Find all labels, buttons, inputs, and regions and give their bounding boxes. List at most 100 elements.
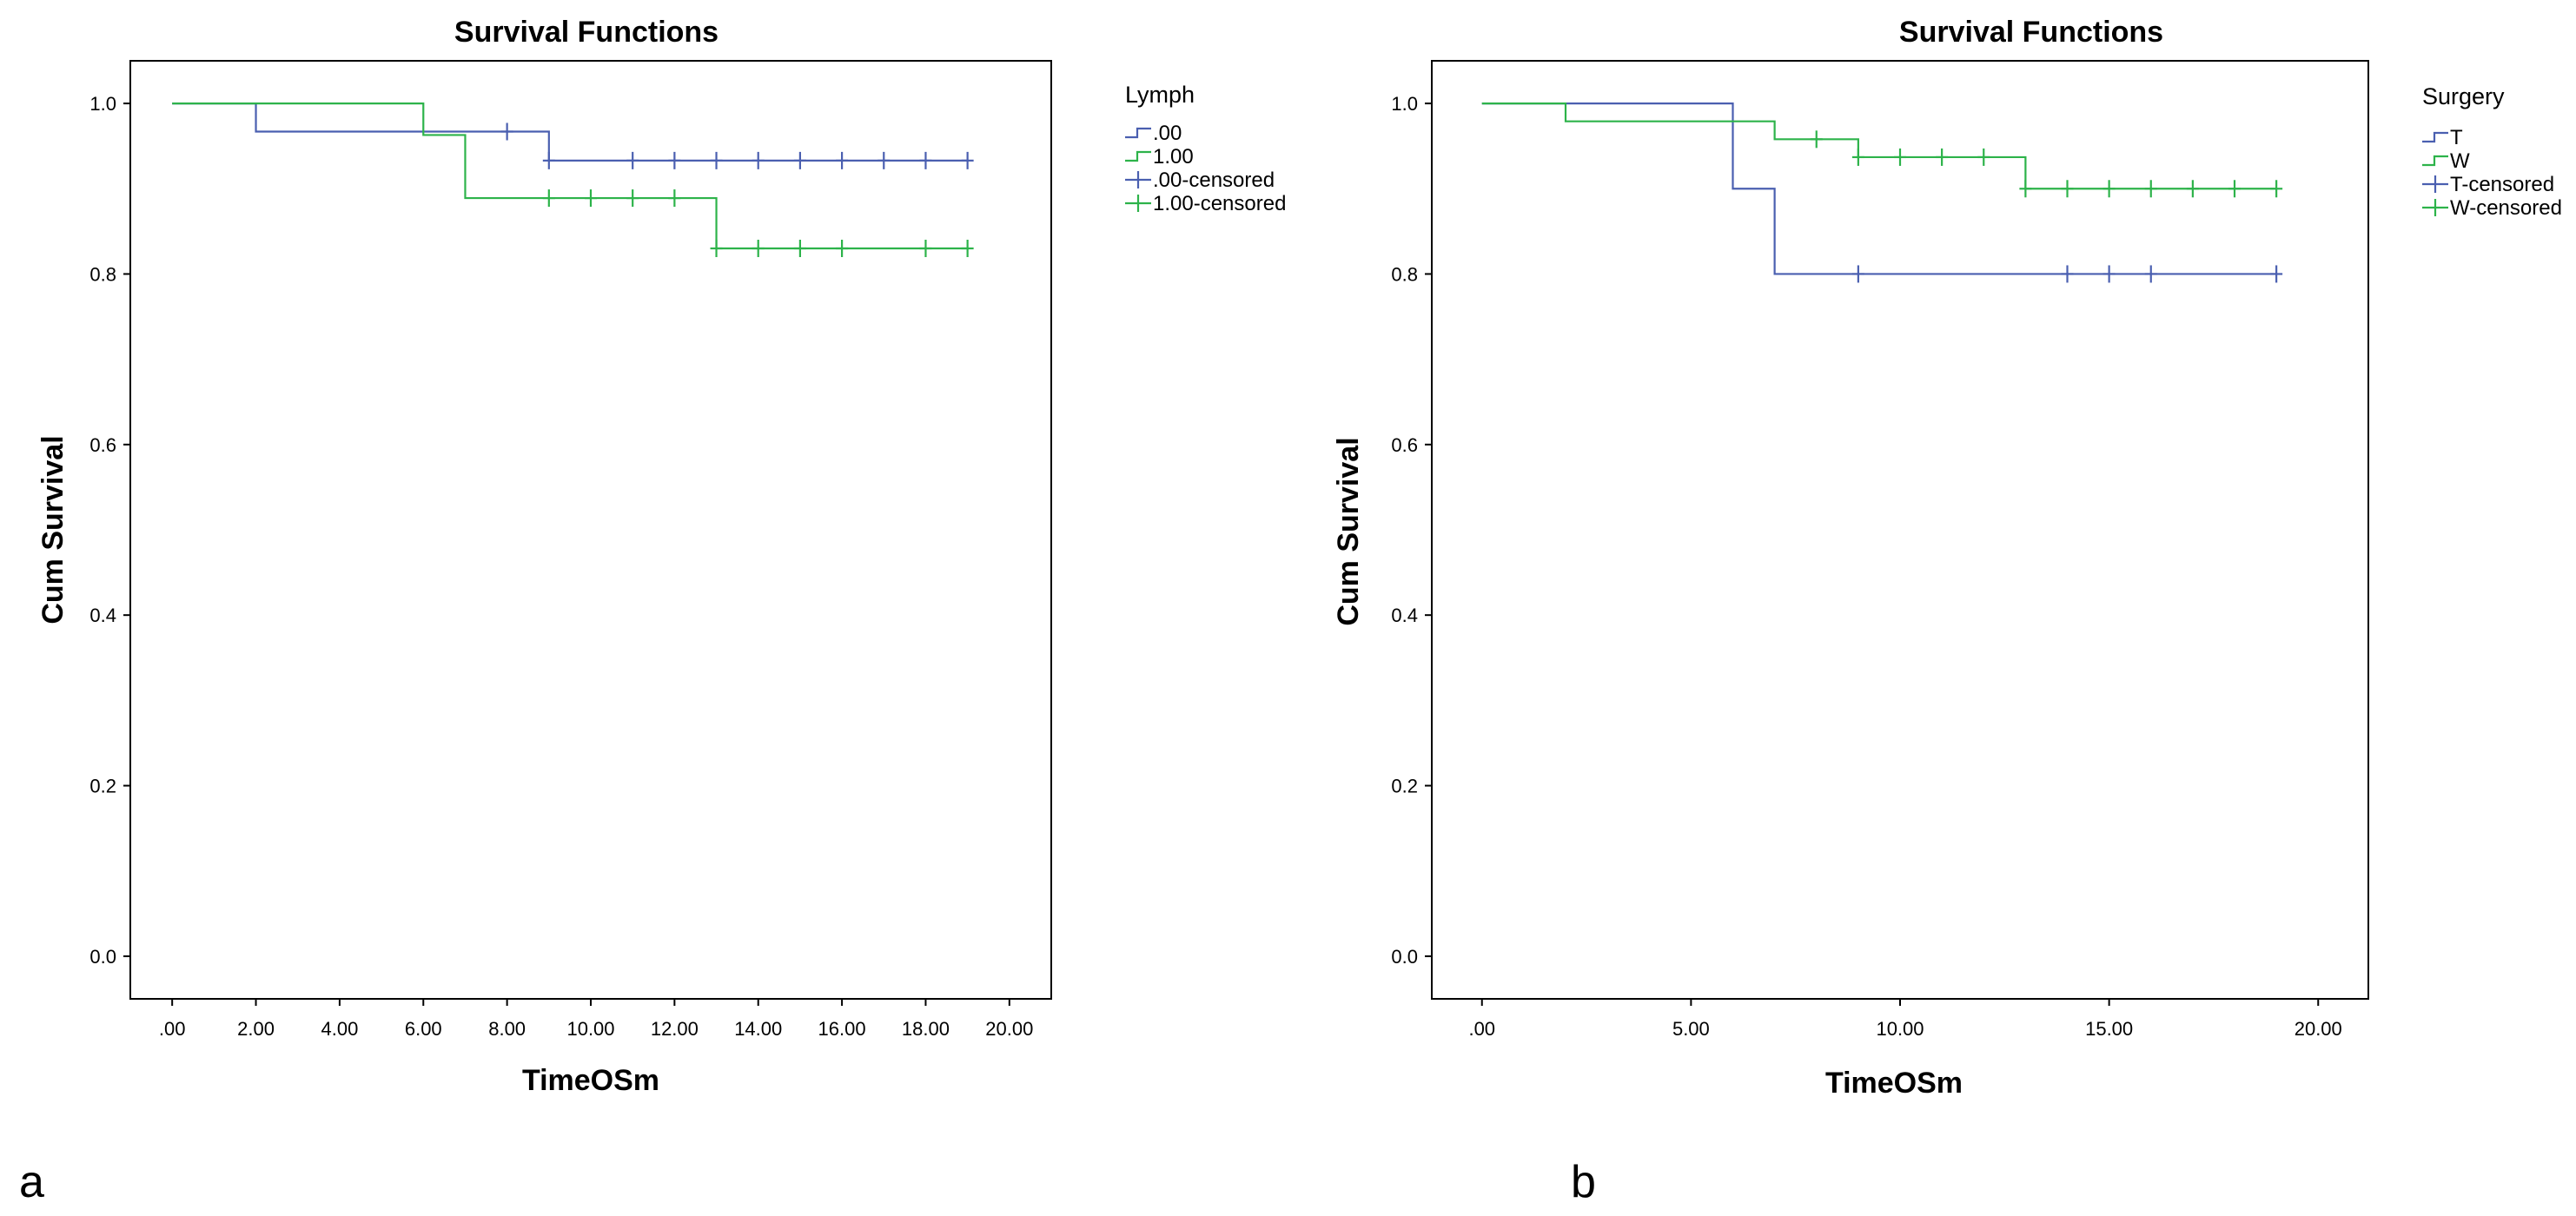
chart-a-legend-label: 1.00 [1153, 145, 1194, 169]
chart-b-legend-label: T [2450, 126, 2463, 149]
chart-a-x-tick-label: 14.00 [734, 1018, 782, 1040]
panel-label-b: b [1571, 1157, 1596, 1207]
chart-a-x-tick-label: 4.00 [321, 1018, 358, 1040]
chart-b-censor-mark-1 [1810, 130, 1823, 149]
chart-a-censor-mark-0 [836, 151, 849, 169]
chart-a-y-ticks: 0.0 0.2 0.4 0.6 0.8 1.0 [89, 93, 130, 968]
chart-b-x-tick-label: 15.00 [2085, 1018, 2133, 1040]
chart-b-censor-mark-1 [1936, 148, 1949, 166]
chart-a-series-line-0 [172, 102, 968, 162]
chart-b-frame [1431, 60, 2369, 1000]
chart-a-x-tick-label: 8.00 [488, 1018, 526, 1040]
chart-b-censor-mark-1 [2186, 180, 2199, 198]
chart-b-legend-item: W [2422, 149, 2470, 173]
chart-a-series-line-1 [172, 102, 968, 250]
chart-b-y-tick-label: 0.4 [1391, 605, 1418, 626]
chart-a-y-tick-label: 0.6 [89, 434, 116, 456]
chart-a-censor-mark-0 [626, 151, 639, 169]
chart-a-censor-mark-1 [585, 189, 597, 208]
chart-a-censor-mark-0 [668, 151, 681, 169]
chart-b-y-ticks: 0.0 0.2 0.4 0.6 0.8 1.0 [1391, 93, 1432, 968]
chart-b-censor-mark-0 [2144, 265, 2157, 283]
chart-b-censor-mark-1 [2061, 180, 2074, 198]
chart-b-x-tick-label: 10.00 [1876, 1018, 1924, 1040]
chart-a-y-tick-label: 0.8 [89, 263, 116, 285]
chart-a-censor-mark-0 [961, 151, 974, 169]
chart-a-x-axis-label: TimeOSm [522, 1064, 659, 1097]
chart-a-censor-mark-1 [626, 189, 639, 208]
chart-a-series [172, 102, 974, 257]
chart-a-y-tick-label: 1.0 [89, 93, 116, 115]
chart-b-legend-item: T-censored [2422, 173, 2554, 196]
chart-a-censor-mark-1 [668, 189, 681, 208]
chart-a-censor-mark-0 [919, 151, 932, 169]
chart-b-legend-title: Surgery [2422, 83, 2505, 109]
panel-label-a: a [19, 1157, 44, 1207]
chart-b-censor-mark-1 [2228, 180, 2241, 198]
chart-a-x-tick-label: 12.00 [651, 1018, 699, 1040]
chart-b-y-tick-label: 0.2 [1391, 776, 1418, 797]
chart-a-legend-label: .00 [1153, 122, 1182, 145]
chart-a-legend-item: .00-censored [1125, 169, 1275, 192]
chart-a-x-tick-label: .00 [159, 1018, 186, 1040]
chart-b-y-tick-label: 0.8 [1391, 263, 1418, 285]
chart-b-censor-mark-0 [2270, 265, 2283, 283]
chart-b-x-tick-label: 20.00 [2295, 1018, 2342, 1040]
chart-b-legend-label: W [2450, 149, 2470, 173]
chart-b-y-tick-label: 0.6 [1391, 434, 1418, 456]
chart-b-censor-mark-1 [2270, 180, 2283, 198]
chart-b-legend-label: T-censored [2450, 173, 2554, 196]
chart-b-legend-item: W-censored [2422, 196, 2562, 220]
chart-b: Survival Functions 0.0 0.2 0.4 0.6 0.8 1.0 .0… [1332, 16, 2562, 1100]
chart-a-censor-mark-0 [877, 151, 891, 169]
chart-a-legend-title: Lymph [1125, 82, 1195, 108]
chart-b-x-axis-label: TimeOSm [1825, 1067, 1963, 1100]
chart-a-x-tick-label: 16.00 [818, 1018, 866, 1040]
chart-b-y-axis-label: Cum Survival [1332, 437, 1365, 625]
chart-a-y-tick-label: 0.2 [89, 776, 116, 797]
chart-b-x-tick-label: .00 [1468, 1018, 1495, 1040]
chart-b-censor-mark-0 [2061, 265, 2074, 283]
chart-a-legend-label: 1.00-censored [1153, 192, 1286, 215]
chart-a: Survival Functions 0.0 0.2 0.4 0.6 0.8 1.0 .0… [36, 16, 1286, 1097]
chart-b-title: Survival Functions [1899, 16, 2163, 49]
chart-b-censor-mark-1 [1851, 148, 1864, 166]
chart-a-censor-mark-1 [542, 189, 555, 208]
chart-a-x-tick-label: 20.00 [985, 1018, 1033, 1040]
chart-a-censor-mark-1 [710, 240, 723, 257]
chart-b-legend-item: T [2422, 126, 2463, 149]
chart-a-censor-mark-1 [836, 240, 849, 257]
chart-a-legend-item: 1.00 [1125, 145, 1194, 169]
chart-b-censor-mark-1 [1894, 148, 1906, 166]
chart-a-censor-mark-1 [961, 240, 974, 257]
chart-a-censor-mark-0 [500, 122, 513, 141]
chart-b-censor-mark-1 [2144, 180, 2157, 198]
chart-b-legend-label: W-censored [2450, 196, 2562, 220]
chart-b-censor-mark-1 [2103, 180, 2116, 198]
chart-a-legend-item: .00 [1125, 122, 1182, 145]
chart-a-x-ticks: .00 2.00 4.00 6.00 8.00 10.00 12.00 14.00 16.00 1… [159, 999, 1033, 1040]
chart-a-censor-mark-0 [710, 151, 723, 169]
chart-a-censor-mark-0 [542, 151, 555, 169]
chart-b-censor-mark-0 [2103, 265, 2116, 283]
chart-a-censor-mark-1 [752, 240, 765, 257]
chart-a-x-tick-label: 6.00 [405, 1018, 442, 1040]
chart-b-censor-mark-1 [1977, 148, 1990, 166]
chart-b-series-line-1 [1481, 102, 2277, 190]
chart-a-censor-mark-1 [793, 240, 806, 257]
chart-a-x-tick-label: 2.00 [237, 1018, 275, 1040]
chart-b-x-tick-label: 5.00 [1672, 1018, 1710, 1040]
chart-a-legend-label: .00-censored [1153, 169, 1275, 192]
chart-a-censor-mark-1 [919, 240, 932, 257]
chart-a-censor-mark-0 [793, 151, 806, 169]
chart-a-x-tick-label: 18.00 [902, 1018, 950, 1040]
chart-a-legend-item: 1.00-censored [1125, 192, 1286, 215]
chart-b-x-ticks: .00 5.00 10.00 15.00 20.00 [1468, 999, 2342, 1040]
chart-a-censor-mark-0 [752, 151, 765, 169]
chart-b-y-tick-label: 0.0 [1391, 946, 1418, 968]
chart-a-title: Survival Functions [454, 16, 718, 49]
chart-b-series [1481, 102, 2283, 283]
